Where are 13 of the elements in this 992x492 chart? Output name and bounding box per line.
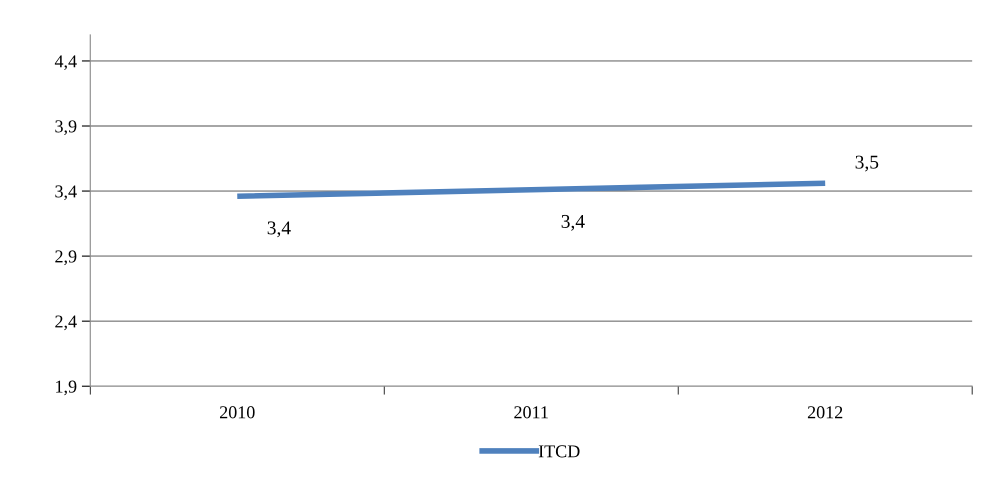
data-label: 3,4 xyxy=(562,214,585,231)
data-label: 3,4 xyxy=(268,221,291,238)
x-tick-label: 2011 xyxy=(514,406,548,418)
y-tick-label: 4,4 xyxy=(54,55,77,70)
y-tick-label: 1,9 xyxy=(56,380,76,396)
y-tick-label: 3,9 xyxy=(55,120,76,136)
y-tick-label: 2,4 xyxy=(55,315,77,330)
data-label: 3,5 xyxy=(856,156,878,172)
y-tick-label: 3,4 xyxy=(55,185,77,200)
legend-label: ITCD xyxy=(538,445,580,458)
y-tick-label: 2,9 xyxy=(55,250,76,266)
x-tick-label: 2010 xyxy=(220,406,255,418)
x-tick-label: 2012 xyxy=(808,406,842,418)
